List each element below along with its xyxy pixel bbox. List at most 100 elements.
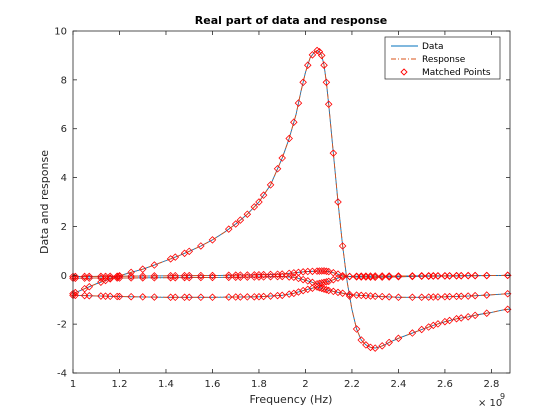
matched-point: [320, 285, 328, 293]
x-tick-label: 1.2: [112, 379, 128, 390]
matched-point: [106, 272, 114, 281]
matched-point: [171, 271, 180, 280]
matched-point: [113, 292, 121, 301]
matched-point: [224, 225, 233, 233]
x-tick-label: 1.4: [158, 379, 174, 390]
x-tick-label: 1.8: [251, 379, 267, 390]
matched-point: [315, 283, 324, 292]
matched-point: [324, 286, 333, 295]
matched-point: [224, 273, 233, 282]
matched-point: [457, 292, 465, 301]
matched-point: [408, 272, 417, 280]
x-tick-label: 2.4: [390, 379, 406, 390]
legend-label-data: Data: [422, 42, 444, 52]
matched-point: [357, 336, 365, 344]
matched-point: [471, 311, 479, 320]
matched-points-group: [69, 46, 512, 352]
matched-point: [357, 291, 365, 300]
matched-point: [290, 118, 298, 126]
matched-point: [322, 267, 331, 276]
matched-point: [243, 273, 252, 281]
matched-point: [366, 343, 375, 352]
matched-point: [482, 291, 491, 299]
matched-point: [464, 271, 472, 280]
matched-point: [338, 289, 347, 298]
matched-point: [345, 272, 354, 281]
matched-point: [208, 293, 217, 302]
matched-point: [304, 61, 312, 69]
matched-point: [434, 293, 442, 301]
matched-point: [308, 278, 317, 287]
matched-point: [197, 273, 205, 282]
y-tick-label: 6: [61, 124, 67, 135]
matched-point: [294, 274, 303, 283]
legend-label-response: Response: [422, 55, 466, 65]
x-tick-label: 2.8: [483, 379, 499, 390]
matched-point: [313, 46, 321, 55]
matched-point: [236, 216, 245, 224]
matched-point: [408, 293, 417, 302]
matched-point: [304, 285, 312, 294]
matched-point: [150, 274, 159, 282]
matched-point: [255, 198, 263, 206]
matched-point: [334, 270, 342, 278]
matched-point: [171, 293, 180, 302]
matched-point: [278, 270, 286, 278]
x-exponent-power: 9: [500, 392, 505, 401]
matched-point: [334, 198, 342, 206]
matched-point: [278, 154, 286, 162]
matched-point: [236, 273, 245, 281]
matched-point: [85, 274, 94, 282]
matched-point: [185, 271, 193, 280]
legend-swatch-matched-points: [400, 68, 408, 76]
matched-point: [338, 242, 347, 250]
y-tick-label: 8: [61, 75, 67, 86]
matched-point: [259, 292, 268, 301]
matched-point: [334, 288, 342, 297]
matched-point: [208, 273, 217, 282]
matched-point: [457, 314, 465, 322]
y-axis-label: Data and response: [38, 150, 51, 254]
y-tick-label: 4: [61, 173, 67, 184]
matched-point: [106, 292, 114, 301]
matched-point: [266, 181, 275, 189]
matched-point: [113, 274, 121, 282]
matched-point: [434, 272, 442, 280]
legend: Data Response Matched Points: [384, 36, 501, 80]
matched-point: [294, 99, 303, 107]
matched-point: [138, 274, 147, 282]
matched-point: [417, 293, 426, 302]
matched-point: [445, 292, 454, 301]
x-exponent-label: × 10: [478, 398, 502, 409]
x-tick-label: 1: [70, 379, 76, 390]
matched-point: [85, 272, 94, 281]
ticks-group: 1 1.2 1.4 1.6 1.8 2 2.2 2.4 2.6 2.8 -4 -2 0 2 4 6 8 10: [54, 27, 510, 390]
matched-point: [371, 273, 379, 282]
matched-point: [371, 292, 379, 301]
matched-point: [150, 293, 159, 301]
matched-point: [197, 242, 205, 250]
x-tick-label: 2.6: [437, 379, 453, 390]
matched-point: [197, 293, 205, 302]
matched-point: [273, 165, 282, 173]
matched-point: [243, 210, 252, 218]
matched-point: [362, 341, 370, 349]
matched-point: [378, 292, 386, 301]
matched-point: [320, 267, 328, 275]
matched-point: [320, 61, 328, 69]
matched-point: [329, 287, 338, 296]
matched-point: [362, 291, 370, 300]
x-tick-label: 2: [302, 379, 308, 390]
matched-point: [231, 220, 240, 228]
matched-point: [417, 325, 426, 334]
matched-point: [408, 329, 417, 337]
matched-point: [385, 272, 393, 280]
matched-point: [266, 270, 275, 279]
matched-point: [434, 320, 442, 328]
matched-point: [482, 309, 491, 317]
matched-point: [243, 271, 252, 279]
matched-point: [285, 273, 293, 281]
x-axis-label: Frequency (Hz): [250, 393, 333, 406]
matched-point: [127, 272, 135, 280]
